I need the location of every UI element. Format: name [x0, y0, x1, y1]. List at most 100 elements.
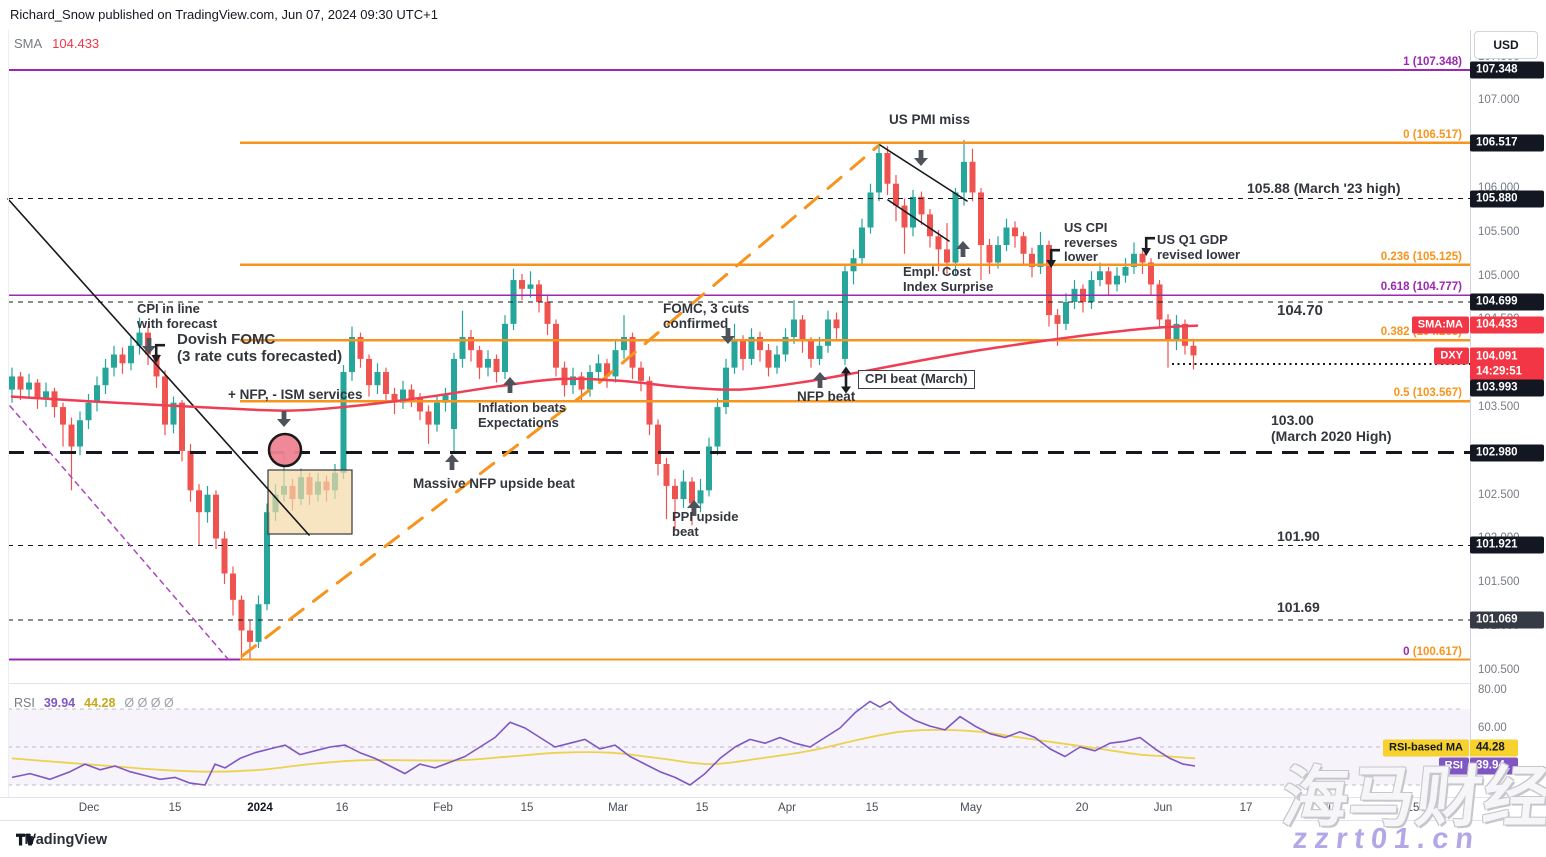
- uptrend-dashed-line[interactable]: [240, 144, 880, 658]
- candle-body: [1029, 253, 1035, 267]
- price-axis-badge: 103.993: [1470, 379, 1544, 397]
- candle-body: [697, 490, 704, 504]
- time-axis-label: 15: [168, 802, 182, 814]
- candle-body: [825, 319, 831, 346]
- entry-circle-marker[interactable]: [267, 432, 303, 468]
- chart-left-border: [8, 30, 9, 797]
- candle-body: [1012, 227, 1018, 237]
- pane-separator[interactable]: [8, 683, 1470, 684]
- fib-label-part: (100.617): [1409, 645, 1462, 658]
- rsi-ma-line[interactable]: [11, 728, 1196, 773]
- up-arrow-icon: [813, 372, 827, 388]
- candle-body: [17, 376, 24, 390]
- down-arrow-icon: [277, 411, 291, 427]
- fib-level-label: 0 (106.517): [1403, 129, 1462, 141]
- candle-body: [1088, 280, 1095, 302]
- axis-tag-dxy: DXY: [1434, 347, 1469, 365]
- sma-value: 104.433: [52, 36, 100, 51]
- candle-body: [714, 407, 721, 447]
- time-axis-label: Apr: [778, 802, 796, 814]
- candle-body: [374, 372, 381, 386]
- candle-body: [842, 271, 848, 359]
- candle-body: [170, 402, 177, 425]
- time-axis-label: Jul: [1322, 802, 1338, 814]
- chart-annotation-massive-nfp: Massive NFP upside beat: [413, 476, 575, 491]
- candle-body: [629, 337, 636, 368]
- candle-body: [935, 236, 942, 250]
- indicator-legend-sma[interactable]: SMA 104.433: [14, 36, 99, 51]
- rsi-line[interactable]: [11, 700, 1196, 786]
- candle-body: [77, 420, 83, 447]
- currency-usd-button[interactable]: USD: [1474, 31, 1538, 59]
- price-axis-badge: 106.517: [1470, 134, 1544, 152]
- candle-body: [1122, 266, 1129, 276]
- rsi-ma-value: 44.28: [84, 696, 116, 710]
- candle-body: [1003, 227, 1010, 246]
- price-axis-tick: 105.500: [1478, 226, 1520, 238]
- rsi-value: 39.94: [43, 696, 76, 710]
- candle-body: [1037, 245, 1044, 267]
- candle-body: [1139, 253, 1146, 263]
- price-axis-border[interactable]: [1470, 30, 1471, 820]
- time-axis-label: 16: [335, 802, 349, 814]
- purple-dashed-line[interactable]: [9, 405, 229, 660]
- candle-body: [425, 411, 432, 425]
- candle-body: [867, 192, 874, 228]
- price-axis-tick: 102.500: [1478, 489, 1520, 501]
- candle-body: [1182, 323, 1188, 346]
- candle-body: [476, 350, 483, 368]
- axis-tag-sma-ma: SMA:MA: [1411, 316, 1469, 334]
- candle-body: [1165, 319, 1171, 342]
- time-axis-label: 15: [695, 802, 709, 814]
- candle-body: [740, 341, 746, 359]
- downtrend-line[interactable]: [7, 198, 310, 536]
- fib-level-label: 0.236 (105.125): [1381, 251, 1462, 263]
- sma-line[interactable]: [10, 324, 1199, 412]
- candle-body: [213, 494, 219, 539]
- candle-body: [162, 376, 168, 425]
- candle-body: [876, 153, 882, 193]
- tradingview-brand[interactable]: TradingView: [16, 832, 107, 848]
- price-axis-tick: 80.00: [1478, 684, 1507, 696]
- candle-body: [26, 382, 32, 390]
- candle-body: [459, 337, 466, 359]
- candle-body: [782, 337, 789, 355]
- fib-label-part: 0.5 (103.567): [1393, 387, 1462, 400]
- fib-label-part: 0 (106.517): [1403, 128, 1462, 141]
- flag-lower-line[interactable]: [887, 199, 950, 242]
- candle-body: [978, 192, 984, 246]
- down-arrow-icon: [914, 150, 928, 166]
- candle-body: [187, 450, 194, 491]
- fib-level-label: 0 (100.617): [1403, 646, 1462, 658]
- candle-body: [765, 350, 772, 368]
- highlight-box[interactable]: [267, 469, 353, 535]
- candle-body: [799, 319, 806, 342]
- tradingview-logo-icon: [16, 833, 36, 846]
- candle-body: [1054, 315, 1061, 324]
- candle-body: [604, 363, 610, 377]
- price-axis-badge: 104.699: [1470, 293, 1544, 311]
- up-arrow-icon: [687, 500, 701, 516]
- candle-body: [944, 249, 950, 263]
- candle-body: [706, 446, 712, 491]
- flag-upper-line[interactable]: [879, 144, 968, 202]
- candle-body: [68, 424, 75, 447]
- candle-body: [918, 196, 925, 215]
- chart-annotation-cpi-in-line: CPI in line with forecast: [137, 301, 218, 331]
- fib-label-part: 0.618 (104.777): [1380, 281, 1462, 294]
- candle-body: [255, 604, 262, 642]
- candle-body: [1131, 253, 1137, 267]
- indicator-legend-rsi[interactable]: RSI 39.94 44.28 Ø Ø Ø Ø: [14, 696, 183, 710]
- down-arrow-icon: [721, 328, 735, 344]
- axis-tag-rsi: RSI: [1438, 757, 1469, 775]
- chart-annotation-ppi-upside: PPI upside beat: [672, 509, 739, 539]
- candle-body: [349, 337, 355, 373]
- candle-body: [910, 196, 916, 228]
- chart-annotation-dovish-fomc: Dovish FOMC (3 rate cuts forecasted): [177, 331, 343, 365]
- price-axis-tick: 100.500: [1478, 664, 1520, 676]
- time-axis-label: Jun: [1153, 802, 1173, 814]
- candle-body: [536, 284, 542, 302]
- time-axis-label: Dec: [78, 802, 100, 814]
